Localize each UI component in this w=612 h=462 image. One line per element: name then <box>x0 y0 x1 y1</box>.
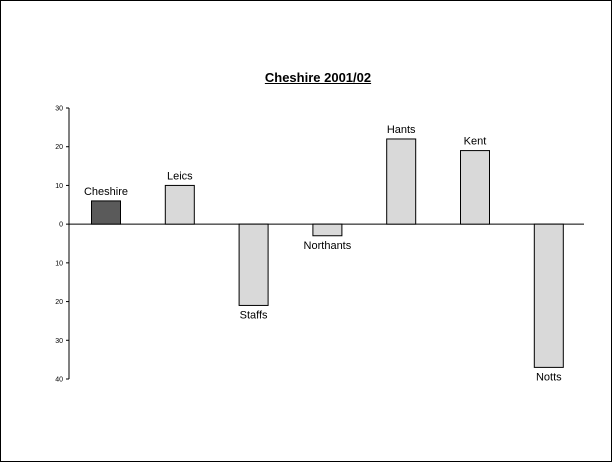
bar-cheshire <box>91 200 121 225</box>
category-label-notts: Notts <box>536 371 562 383</box>
y-tick-label: 10 <box>55 260 63 267</box>
bar-notts <box>533 223 564 368</box>
category-labels: Cheshire Leics Staffs Northants Hants Kent Not… <box>84 124 562 383</box>
bar-leics <box>164 184 195 225</box>
bar-kent <box>460 150 490 225</box>
y-tick-label: 0 <box>59 222 63 229</box>
bar-staffs <box>238 223 269 306</box>
bar-hants <box>386 138 417 225</box>
category-label-hants: Hants <box>387 124 416 136</box>
chart-title: Cheshire 2001/02 <box>264 70 372 85</box>
bar-northants <box>312 223 343 237</box>
category-label-staffs: Staffs <box>240 309 268 321</box>
y-tick-label: 20 <box>55 144 63 151</box>
category-label-leics: Leics <box>167 170 193 182</box>
category-label-kent: Kent <box>464 136 487 148</box>
y-tick-label: 10 <box>55 183 63 190</box>
y-tick-label: 40 <box>55 377 63 384</box>
category-label-cheshire: Cheshire <box>84 186 128 198</box>
bars <box>91 138 564 368</box>
y-tick-label: 20 <box>55 299 63 306</box>
category-label-northants: Northants <box>304 240 352 252</box>
y-tick-label: 30 <box>55 338 63 345</box>
y-tick-label: 30 <box>55 106 63 113</box>
